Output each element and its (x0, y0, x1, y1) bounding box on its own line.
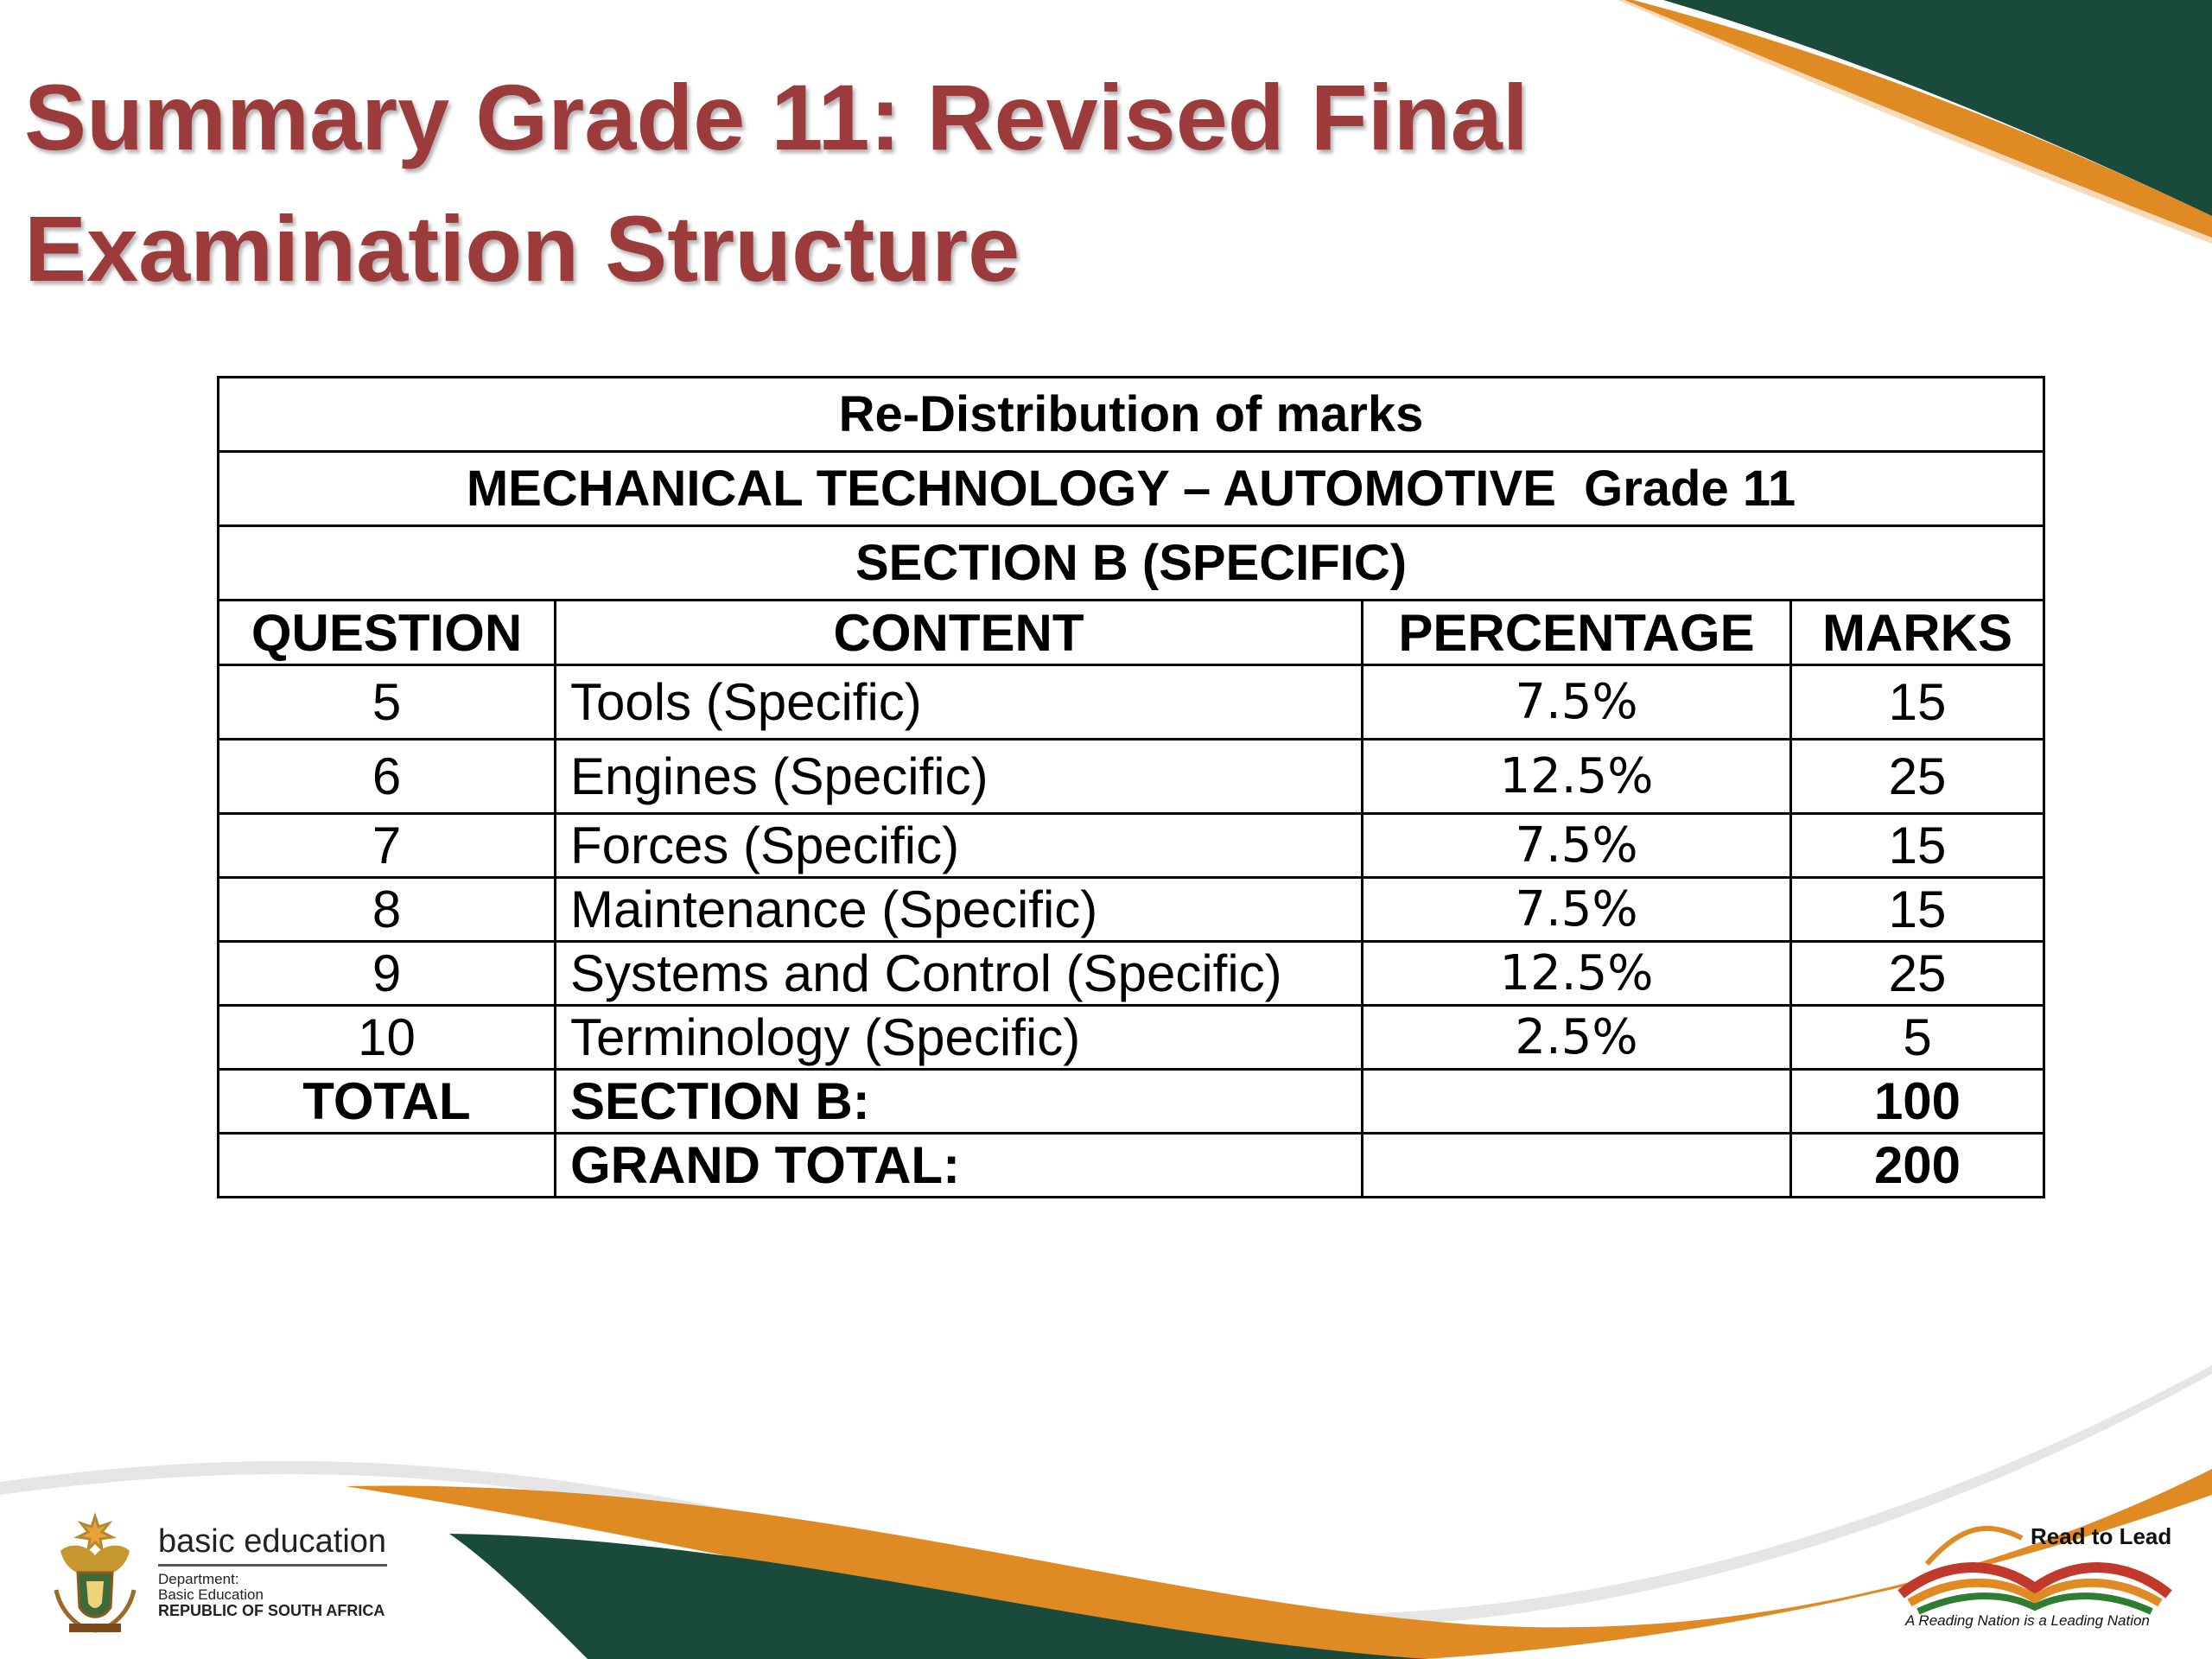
marks-cell: 25 (1789, 738, 2045, 815)
page-title: Summary Grade 11: Revised Final Examinat… (24, 52, 1666, 315)
total-section-label: SECTION B: (554, 1068, 1363, 1135)
table-row: 9 Systems and Control (Specific) 12.5% 2… (217, 940, 2045, 1007)
open-book-icon (1897, 1525, 2172, 1615)
read-to-lead-title: Read to Lead (2031, 1523, 2172, 1549)
basic-education-logo (43, 1508, 406, 1637)
grand-total-label: GRAND TOTAL: (554, 1132, 1363, 1198)
table-header-subject: MECHANICAL TECHNOLOGY – AUTOMOTIVE Grade… (217, 450, 2045, 527)
total-label: TOTAL (217, 1068, 556, 1135)
marks-cell: 15 (1789, 664, 2045, 741)
grand-total-percentage-empty (1361, 1132, 1792, 1198)
percentage-cell: 7.5% (1361, 664, 1792, 741)
table-header-redistribution: Re-Distribution of marks (217, 376, 2045, 453)
question-cell: 5 (217, 664, 556, 741)
percentage-cell: 7.5% (1361, 876, 1792, 943)
table-row: 5 Tools (Specific) 7.5% 15 (217, 664, 2045, 741)
marks-cell: 15 (1789, 812, 2045, 879)
question-cell: 8 (217, 876, 556, 943)
department-name: Basic Education (158, 1586, 264, 1603)
grand-total-question-empty (217, 1132, 556, 1198)
table-header-row: SECTION B (SPECIFIC) (217, 524, 2045, 601)
marks-cell: 15 (1789, 876, 2045, 943)
column-header-row: QUESTION CONTENT PERCENTAGE MARKS (217, 599, 2045, 666)
table-row: 8 Maintenance (Specific) 7.5% 15 (217, 876, 2045, 943)
column-header-question: QUESTION (217, 599, 556, 666)
table-header-section: SECTION B (SPECIFIC) (217, 524, 2045, 601)
basic-education-name: basic education (158, 1523, 387, 1560)
percentage-cell: 2.5% (1361, 1004, 1792, 1071)
total-row: TOTAL SECTION B: 100 (217, 1068, 2045, 1135)
percentage-cell: 7.5% (1361, 812, 1792, 879)
grand-total-marks: 200 (1789, 1132, 2045, 1198)
question-cell: 7 (217, 812, 556, 879)
logo-divider (158, 1564, 387, 1567)
table-header-row: Re-Distribution of marks (217, 376, 2045, 453)
marks-cell: 5 (1789, 1004, 2045, 1071)
department-label: Department: (158, 1571, 239, 1587)
question-cell: 9 (217, 940, 556, 1007)
column-header-percentage: PERCENTAGE (1361, 599, 1792, 666)
marks-cell: 25 (1789, 940, 2045, 1007)
content-cell: Engines (Specific) (554, 738, 1363, 815)
table-row: 7 Forces (Specific) 7.5% 15 (217, 812, 2045, 879)
percentage-cell: 12.5% (1361, 940, 1792, 1007)
question-cell: 6 (217, 738, 556, 815)
total-marks: 100 (1789, 1068, 2045, 1135)
question-cell: 10 (217, 1004, 556, 1071)
basic-education-text: basic education Department: Basic Educat… (158, 1522, 387, 1618)
percentage-cell: 12.5% (1361, 738, 1792, 815)
table-row: 10 Terminology (Specific) 2.5% 5 (217, 1004, 2045, 1071)
read-to-lead-tagline: A Reading Nation is a Leading Nation (1905, 1612, 2150, 1629)
table-header-row: MECHANICAL TECHNOLOGY – AUTOMOTIVE Grade… (217, 450, 2045, 527)
content-cell: Forces (Specific) (554, 812, 1363, 879)
table-row: 6 Engines (Specific) 12.5% 25 (217, 738, 2045, 815)
title-line-2: Examination Structure (24, 196, 1020, 301)
total-percentage-empty (1361, 1068, 1792, 1135)
column-header-content: CONTENT (554, 599, 1363, 666)
content-cell: Terminology (Specific) (554, 1004, 1363, 1071)
coat-of-arms-icon (54, 1512, 137, 1633)
republic-label: REPUBLIC OF SOUTH AFRICA (158, 1602, 385, 1619)
content-cell: Maintenance (Specific) (554, 876, 1363, 943)
content-cell: Systems and Control (Specific) (554, 940, 1363, 1007)
column-header-marks: MARKS (1789, 599, 2045, 666)
title-line-1: Summary Grade 11: Revised Final (24, 65, 1529, 169)
content-cell: Tools (Specific) (554, 664, 1363, 741)
grand-total-row: GRAND TOTAL: 200 (217, 1132, 2045, 1198)
marks-distribution-table: Re-Distribution of marks MECHANICAL TECH… (217, 376, 2045, 1198)
